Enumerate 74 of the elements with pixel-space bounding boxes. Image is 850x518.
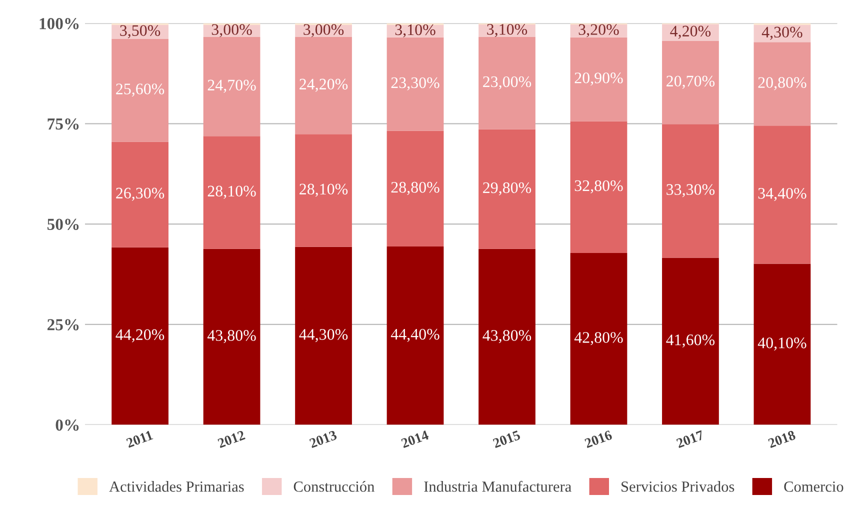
data-label: 4,20%	[670, 26, 711, 39]
data-label: 40,10%	[758, 337, 806, 351]
data-label: 42,80%	[574, 332, 623, 346]
bar	[754, 126, 811, 264]
data-label: 25,60%	[116, 84, 164, 97]
data-label: 28,10%	[208, 186, 256, 199]
data-label: 32,80%	[574, 180, 623, 194]
data-label: 26,30%	[116, 188, 164, 201]
data-label: 44,30%	[299, 329, 348, 342]
data-label: 20,80%	[758, 77, 806, 90]
data-label: 23,00%	[483, 76, 532, 90]
bar	[112, 142, 168, 248]
data-label: 28,80%	[391, 182, 440, 196]
data-label: 43,80%	[482, 330, 532, 344]
bar	[386, 130, 444, 247]
data-label: 3,10%	[395, 24, 436, 38]
bar	[570, 121, 628, 253]
bar	[478, 248, 536, 425]
data-label: 44,20%	[116, 329, 164, 342]
y-tick-label: 75%	[48, 118, 79, 130]
data-label: 20,90%	[574, 72, 623, 86]
y-tick-label: 100%	[40, 18, 79, 30]
bar	[295, 36, 352, 134]
data-label: 3,00%	[212, 24, 252, 38]
data-label: 29,80%	[483, 182, 532, 196]
bar	[112, 38, 168, 142]
x-tick-label: 2018	[768, 430, 796, 448]
data-label: 3,50%	[120, 25, 160, 38]
data-label: 20,70%	[666, 76, 715, 89]
legend-label: Servicios Privados	[622, 481, 734, 492]
bar	[478, 36, 536, 130]
data-label: 3,20%	[578, 24, 619, 38]
y-tick-label: 50%	[47, 218, 79, 230]
bar	[754, 42, 811, 126]
bar	[295, 134, 352, 247]
bar	[386, 246, 444, 425]
x-tick-label: 2011	[126, 430, 154, 448]
x-tick-label: 2013	[309, 430, 338, 448]
legend-label: Actividades Primarias	[109, 481, 244, 492]
bar	[478, 129, 536, 249]
bar	[662, 258, 719, 425]
bar	[754, 264, 811, 425]
x-tick-label: 2015	[492, 430, 521, 448]
bar	[203, 248, 260, 425]
bar	[112, 247, 168, 425]
x-tick-label: 2012	[217, 430, 246, 448]
bar	[570, 37, 628, 122]
data-label: 23,30%	[391, 77, 440, 90]
bar	[662, 40, 719, 124]
data-label: 4,30%	[762, 26, 802, 40]
bar	[570, 252, 628, 425]
data-label: 41,60%	[666, 334, 715, 348]
data-label: 3,00%	[304, 24, 344, 38]
legend-label: Industria Manufacturera	[424, 480, 572, 492]
data-label: 3,10%	[487, 24, 528, 38]
data-label: 33,30%	[666, 184, 715, 198]
data-label: 43,80%	[207, 330, 256, 344]
x-tick-label: 2014	[400, 430, 430, 448]
x-tick-label: 2017	[676, 430, 704, 448]
bar	[386, 37, 444, 131]
data-label: 24,20%	[300, 78, 348, 92]
bar	[662, 124, 719, 258]
x-tick-label: 2016	[584, 430, 613, 448]
data-label: 34,40%	[758, 188, 806, 202]
data-label: 28,10%	[300, 184, 348, 197]
bar	[203, 136, 260, 249]
data-label: 24,70%	[208, 80, 256, 93]
y-tick-label: 0%	[56, 419, 79, 431]
legend-label: Comercio	[784, 482, 844, 492]
bar	[295, 246, 352, 425]
data-label: 44,40%	[390, 328, 440, 342]
y-tick-label: 25%	[48, 319, 79, 330]
bar	[203, 36, 260, 136]
legend-label: Construcción	[294, 481, 374, 492]
